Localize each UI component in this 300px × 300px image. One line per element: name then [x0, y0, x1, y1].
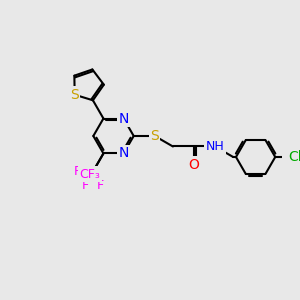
- Text: N: N: [118, 146, 129, 161]
- Text: S: S: [150, 129, 159, 143]
- Text: S: S: [70, 88, 79, 102]
- Text: F: F: [74, 165, 81, 178]
- Text: F: F: [97, 178, 104, 191]
- Text: Cl: Cl: [288, 150, 300, 164]
- Text: NH: NH: [206, 140, 224, 153]
- Text: O: O: [188, 158, 200, 172]
- Text: F: F: [82, 178, 89, 191]
- Text: CF₃: CF₃: [80, 168, 101, 181]
- Text: CF₃: CF₃: [80, 168, 101, 181]
- Text: N: N: [118, 112, 129, 125]
